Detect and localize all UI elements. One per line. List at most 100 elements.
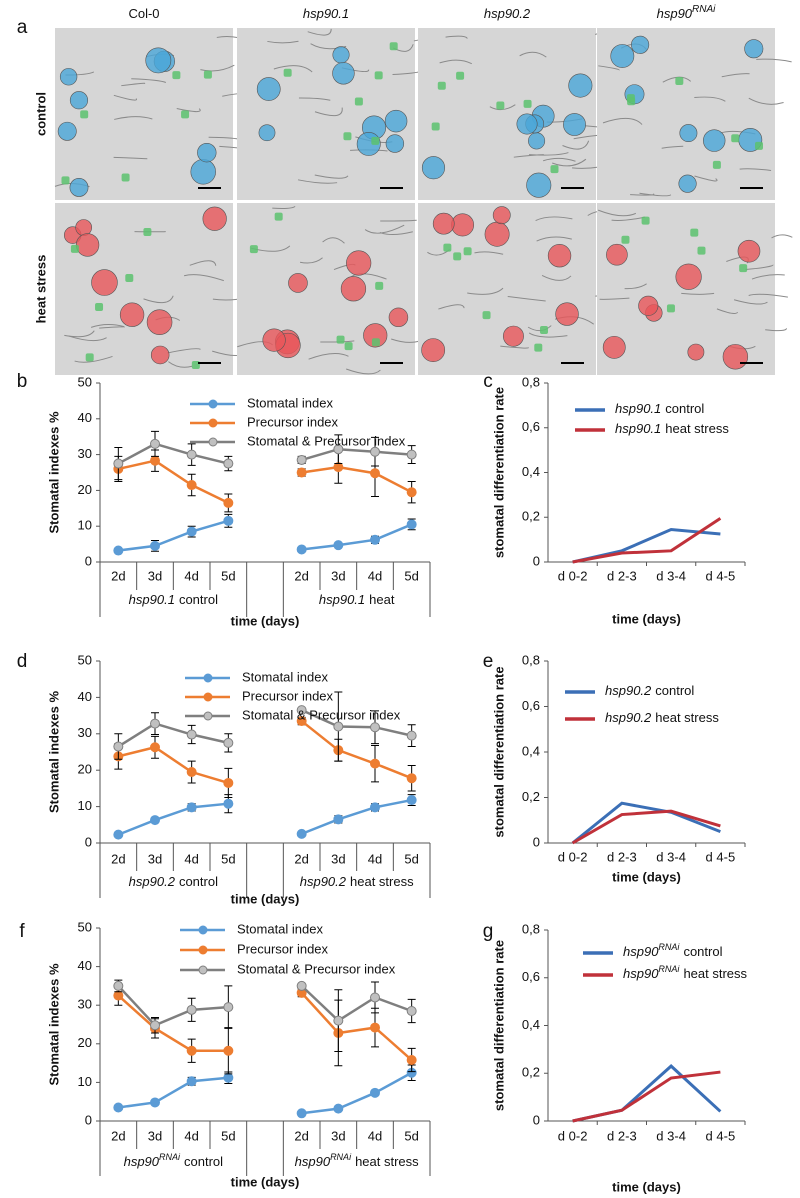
y-axis-label: stomatal differentiation rate (491, 387, 506, 558)
cell-outline (624, 283, 647, 290)
x-axis-label: time (days) (231, 1174, 300, 1189)
series-line (117, 984, 413, 1027)
series-line (117, 798, 412, 836)
data-point (186, 729, 197, 740)
cell-outline (528, 332, 568, 338)
y-tick-label: 10 (78, 798, 92, 813)
stoma (675, 263, 702, 290)
x-axis-label: time (days) (231, 613, 300, 628)
y-tick-label: 0,8 (522, 374, 540, 389)
precursor (61, 176, 70, 185)
cell-outline (314, 174, 349, 179)
precursor (739, 264, 748, 273)
cell-outline (467, 287, 504, 295)
cell-outline (507, 296, 546, 302)
data-point (113, 980, 124, 991)
label-text: heat stress (350, 874, 414, 889)
series-line (118, 519, 413, 552)
gene-name: hsp90.2 (605, 683, 652, 698)
stoma (69, 91, 89, 110)
cell-outline (308, 352, 349, 360)
stoma (631, 35, 650, 54)
y-tick-label: 10 (78, 1074, 92, 1089)
data-point (370, 758, 380, 769)
legend-label: hsp90RNAi control (623, 942, 723, 959)
y-tick-label: 0 (85, 1112, 92, 1127)
cell-outline (661, 145, 684, 149)
y-tick-label: 0 (533, 1112, 540, 1127)
legend-marker (208, 399, 218, 409)
precursor (697, 246, 706, 255)
data-point (406, 795, 417, 806)
legend-label: hsp90.1 control (615, 401, 704, 416)
label-text: control (665, 401, 704, 416)
precursor (343, 132, 352, 141)
stoma (602, 335, 626, 359)
group-label: hsp90.2 control (129, 874, 218, 889)
stoma (516, 113, 538, 135)
x-tick-label: 3d (331, 1128, 345, 1143)
data-point (113, 545, 124, 556)
stoma (421, 338, 446, 362)
data-point (150, 1097, 160, 1108)
legend-marker (198, 965, 208, 975)
x-tick-label: 2d (294, 568, 308, 583)
x-tick-label: 2d (111, 851, 125, 866)
cell-outline (745, 264, 774, 270)
cell-outline (756, 58, 792, 63)
data-point (406, 1055, 417, 1066)
header-text: hsp90.1 (303, 6, 349, 21)
data-point (333, 1103, 344, 1114)
x-tick-label: 5d (404, 1128, 418, 1143)
cell-outline (114, 116, 153, 120)
cell-outline (552, 158, 587, 167)
cell-outline (183, 274, 224, 282)
gene-name: hsp90 (623, 944, 659, 959)
gene-name: hsp90 (623, 966, 659, 981)
cell-outline (189, 260, 217, 266)
stoma (332, 62, 355, 85)
stoma (202, 206, 227, 231)
series-line (118, 459, 413, 505)
stoma (332, 46, 350, 64)
label-text: heat stress (665, 421, 729, 436)
cell-outline (771, 234, 793, 239)
precursor (203, 70, 212, 79)
cell-outline (113, 94, 138, 101)
group-label: hsp90.1 control (129, 592, 218, 607)
x-tick-label: 3d (148, 851, 162, 866)
precursor (453, 252, 462, 261)
stoma (145, 47, 172, 74)
data-point (223, 1072, 234, 1083)
precursor (125, 273, 134, 282)
legend-marker (208, 437, 218, 447)
precursor (389, 42, 398, 51)
precursor (354, 97, 363, 106)
x-tick-label: 3d (331, 851, 345, 866)
data-point (406, 449, 417, 460)
data-point (186, 480, 197, 491)
data-point (150, 540, 160, 551)
micrograph (418, 28, 596, 200)
stoma (421, 156, 446, 180)
stoma (687, 343, 705, 361)
data-point (223, 737, 234, 748)
gene-name: hsp90.1 (615, 421, 661, 436)
data-point (186, 449, 197, 460)
gene-name: hsp90 (124, 1154, 160, 1169)
x-tick-label: 5d (404, 568, 418, 583)
stoma (722, 344, 749, 370)
series-line (117, 708, 412, 748)
legend-marker (198, 925, 208, 935)
stoma (502, 325, 524, 347)
stoma (262, 328, 286, 352)
cell-outline (681, 292, 715, 295)
x-tick-label: 4d (184, 568, 198, 583)
x-tick-label: d 2-3 (607, 849, 637, 864)
x-axis-label: time (days) (612, 611, 681, 626)
data-point (333, 721, 344, 732)
x-tick-label: 2d (111, 568, 125, 583)
cell-outline (543, 157, 576, 162)
superscript: RNAi (159, 1152, 181, 1162)
x-tick-label: d 4-5 (706, 1128, 736, 1143)
